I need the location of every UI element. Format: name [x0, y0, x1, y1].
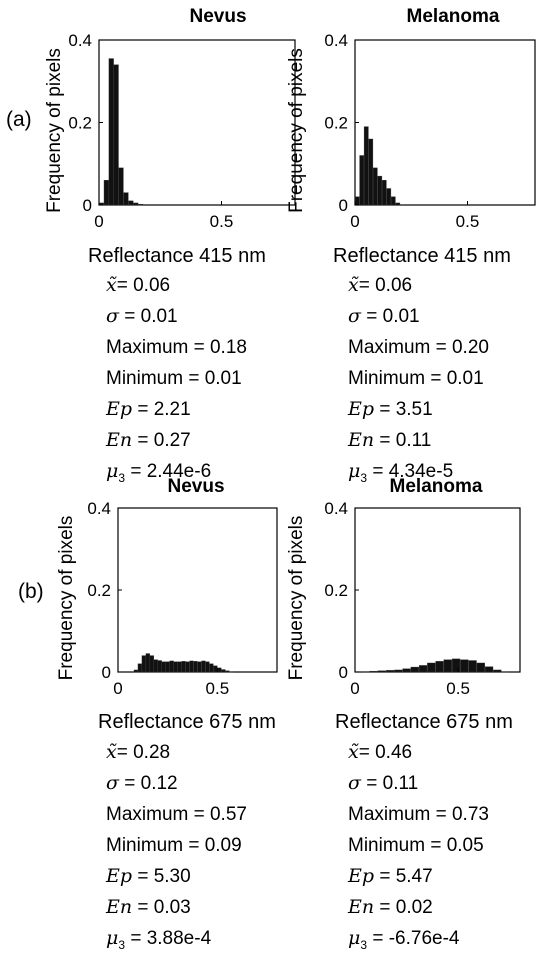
- histogram-bar: [427, 663, 435, 672]
- histogram-bar: [403, 669, 411, 672]
- x-tick-label: 0: [350, 679, 359, 698]
- histogram-bar: [436, 661, 444, 672]
- stat-maximum: Maximum = 0.73: [348, 799, 489, 830]
- histogram-bar: [469, 661, 477, 672]
- y-axis-label: Frequency of pixels: [286, 516, 307, 681]
- stat-median: x̃= 0.46: [348, 737, 489, 768]
- histogram-bar: [452, 659, 460, 672]
- histogram-bar: [460, 660, 468, 672]
- histogram-bar: [411, 667, 419, 672]
- x-axis-label: Reflectance 675 nm: [335, 711, 513, 734]
- histogram-bar: [378, 671, 386, 672]
- y-tick-label: 0.2: [324, 581, 348, 600]
- histogram-bar: [444, 660, 452, 672]
- histogram-bar: [477, 663, 485, 672]
- y-tick-label: 0.4: [324, 499, 348, 518]
- chart-title: Melanoma: [356, 476, 516, 498]
- histogram-bar: [485, 667, 493, 672]
- stat-en: En = 0.02: [348, 892, 489, 923]
- stat-ep: Ep = 5.47: [348, 861, 489, 892]
- histogram-bar: [394, 670, 402, 672]
- y-tick-label: 0: [339, 663, 348, 682]
- stat-mu3: μ3 = -6.76e-4: [348, 923, 489, 954]
- axes-frame: [355, 508, 520, 672]
- histogram-bar: [493, 670, 501, 672]
- stat-minimum: Minimum = 0.05: [348, 830, 489, 861]
- histogram-bar: [386, 670, 394, 672]
- stat-sigma: σ = 0.11: [348, 768, 489, 799]
- histogram-bar: [419, 665, 427, 672]
- x-tick-label: 0.5: [446, 679, 470, 698]
- histogram-bar: [370, 671, 378, 672]
